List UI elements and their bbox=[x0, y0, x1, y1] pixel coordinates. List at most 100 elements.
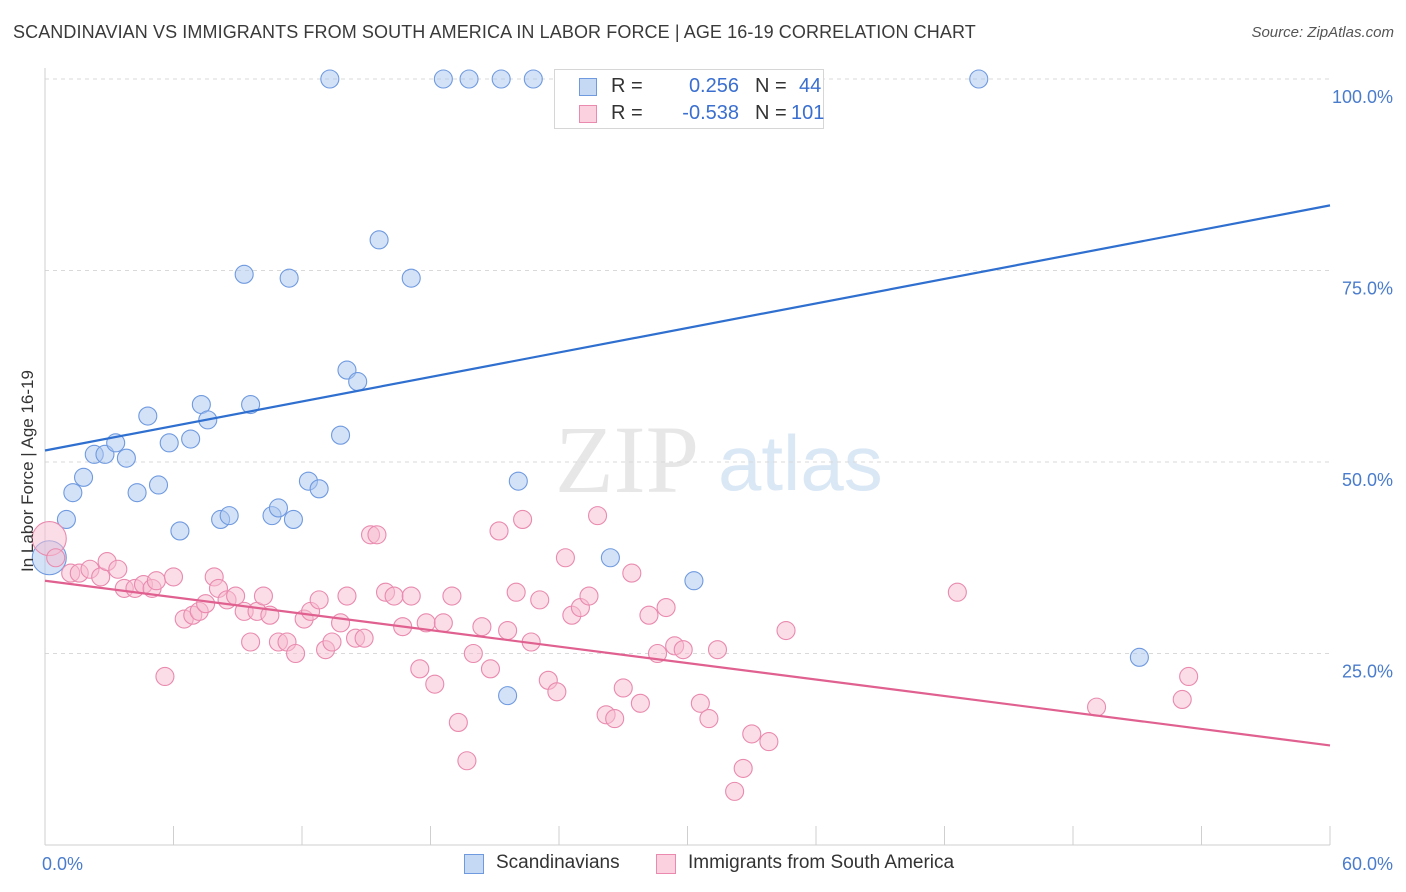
immigrant-point bbox=[384, 586, 404, 606]
immigrant-point bbox=[448, 712, 468, 732]
immigrant-point bbox=[947, 582, 967, 602]
y-axis-label: In Labor Force | Age 16-19 bbox=[18, 370, 37, 572]
scandinavian-point bbox=[170, 521, 190, 541]
legend-r-value: -0.538 bbox=[682, 102, 739, 124]
legend-r-label: R = bbox=[611, 75, 643, 97]
scandinavian-point bbox=[1129, 647, 1149, 667]
y-tick-labels: 25.0% 50.0% 75.0% 100.0% bbox=[1332, 87, 1393, 682]
axes bbox=[44, 68, 1331, 846]
immigrant-point bbox=[480, 659, 501, 679]
immigrant-point bbox=[46, 548, 66, 568]
immigrant-point bbox=[639, 605, 659, 625]
scandinavian-point bbox=[148, 475, 169, 495]
immigrant-point bbox=[330, 613, 351, 633]
scandinavian-point bbox=[138, 406, 158, 426]
legend-n-label: N = bbox=[755, 75, 787, 97]
scandinavian-point bbox=[459, 69, 479, 89]
immigrant-point bbox=[555, 548, 575, 568]
scandinavian-point bbox=[181, 429, 201, 449]
watermark-atlas: atlas bbox=[718, 419, 883, 507]
immigrant-point bbox=[322, 632, 342, 652]
legend-n-value: 101 bbox=[791, 102, 825, 124]
immigrant-point bbox=[742, 724, 762, 744]
legend-swatch-pink bbox=[579, 105, 597, 123]
y-tick-label: 100.0% bbox=[1332, 87, 1393, 107]
scandinavian-point bbox=[684, 571, 704, 591]
scandinavian-point bbox=[330, 425, 351, 445]
legend-r-label: R = bbox=[611, 102, 643, 124]
immigrant-point bbox=[530, 590, 550, 610]
scandinavian-point bbox=[159, 433, 179, 453]
scandinavian-point bbox=[268, 498, 288, 518]
scandinavian-point bbox=[433, 69, 453, 89]
immigrant-point bbox=[489, 521, 509, 541]
immigrant-point bbox=[513, 509, 533, 530]
immigrant-point bbox=[196, 594, 216, 614]
immigrant-point bbox=[401, 586, 421, 606]
immigrant-point bbox=[309, 590, 329, 610]
immigrant-point bbox=[146, 571, 166, 591]
scandinavian-point bbox=[127, 483, 147, 503]
immigrant-trend-line bbox=[44, 579, 1331, 747]
immigrant-point bbox=[587, 506, 608, 526]
immigrant-point bbox=[776, 620, 796, 641]
legend-n-label: N = bbox=[755, 102, 787, 124]
x-tick-labels: 0.0% 60.0% bbox=[42, 854, 1393, 874]
scandinavian-point bbox=[320, 69, 340, 89]
scandinavian-point bbox=[401, 268, 421, 288]
immigrant-point bbox=[286, 643, 306, 664]
immigrant-point bbox=[367, 525, 387, 545]
immigrant-point bbox=[472, 617, 492, 637]
immigrant-point bbox=[725, 781, 745, 801]
stats-legend: R = 0.256 N = 44 R = -0.538 N = 101 bbox=[554, 69, 824, 129]
immigrant-point bbox=[673, 640, 693, 660]
immigrant-point bbox=[759, 732, 779, 752]
legend-r-value: 0.256 bbox=[688, 75, 739, 97]
watermark: ZIP atlas bbox=[555, 406, 883, 513]
scandinavian-point bbox=[969, 69, 989, 89]
immigrant-point bbox=[656, 597, 676, 618]
immigrant-point bbox=[579, 586, 599, 606]
immigrant-point bbox=[253, 586, 274, 606]
legend-n-value: 44 bbox=[799, 75, 822, 97]
immigrant-point bbox=[1087, 697, 1107, 717]
scandinavian-point bbox=[491, 69, 511, 89]
scandinavian-point bbox=[234, 264, 254, 284]
immigrant-point bbox=[241, 632, 261, 652]
immigrant-point bbox=[547, 682, 567, 702]
immigrant-point bbox=[699, 709, 719, 729]
immigrant-point bbox=[506, 582, 526, 602]
y-tick-label: 75.0% bbox=[1342, 279, 1393, 299]
scandinavian-point bbox=[74, 467, 94, 487]
data-points bbox=[31, 69, 1199, 801]
immigrant-point bbox=[457, 751, 477, 771]
immigrant-point bbox=[707, 640, 728, 660]
series-name: Scandinavians bbox=[496, 852, 620, 873]
y-tick-label: 25.0% bbox=[1342, 662, 1393, 682]
series-swatch-pink bbox=[656, 854, 676, 874]
scandinavian-trend-line bbox=[44, 204, 1331, 452]
immigrant-point bbox=[442, 586, 462, 606]
immigrant-point bbox=[425, 674, 445, 694]
immigrant-point bbox=[108, 559, 128, 579]
immigrant-point bbox=[622, 563, 642, 583]
scandinavian-point bbox=[369, 230, 389, 250]
immigrant-point bbox=[630, 693, 650, 713]
chart-title: SCANDINAVIAN VS IMMIGRANTS FROM SOUTH AM… bbox=[13, 22, 976, 42]
immigrant-point bbox=[155, 666, 175, 687]
immigrant-point bbox=[163, 567, 184, 587]
immigrant-point bbox=[337, 586, 357, 606]
scandinavian-point bbox=[56, 509, 76, 530]
immigrant-point bbox=[433, 613, 453, 633]
trend-lines bbox=[44, 204, 1331, 747]
immigrant-point bbox=[410, 659, 430, 679]
immigrant-point bbox=[463, 643, 483, 664]
watermark-zip: ZIP bbox=[555, 406, 699, 513]
immigrant-point bbox=[1172, 689, 1192, 710]
scandinavian-point bbox=[63, 483, 83, 503]
scandinavian-point bbox=[241, 394, 261, 415]
scandinavian-point bbox=[498, 686, 518, 706]
series-name: Immigrants from South America bbox=[688, 852, 955, 873]
y-tick-label: 50.0% bbox=[1342, 470, 1393, 490]
